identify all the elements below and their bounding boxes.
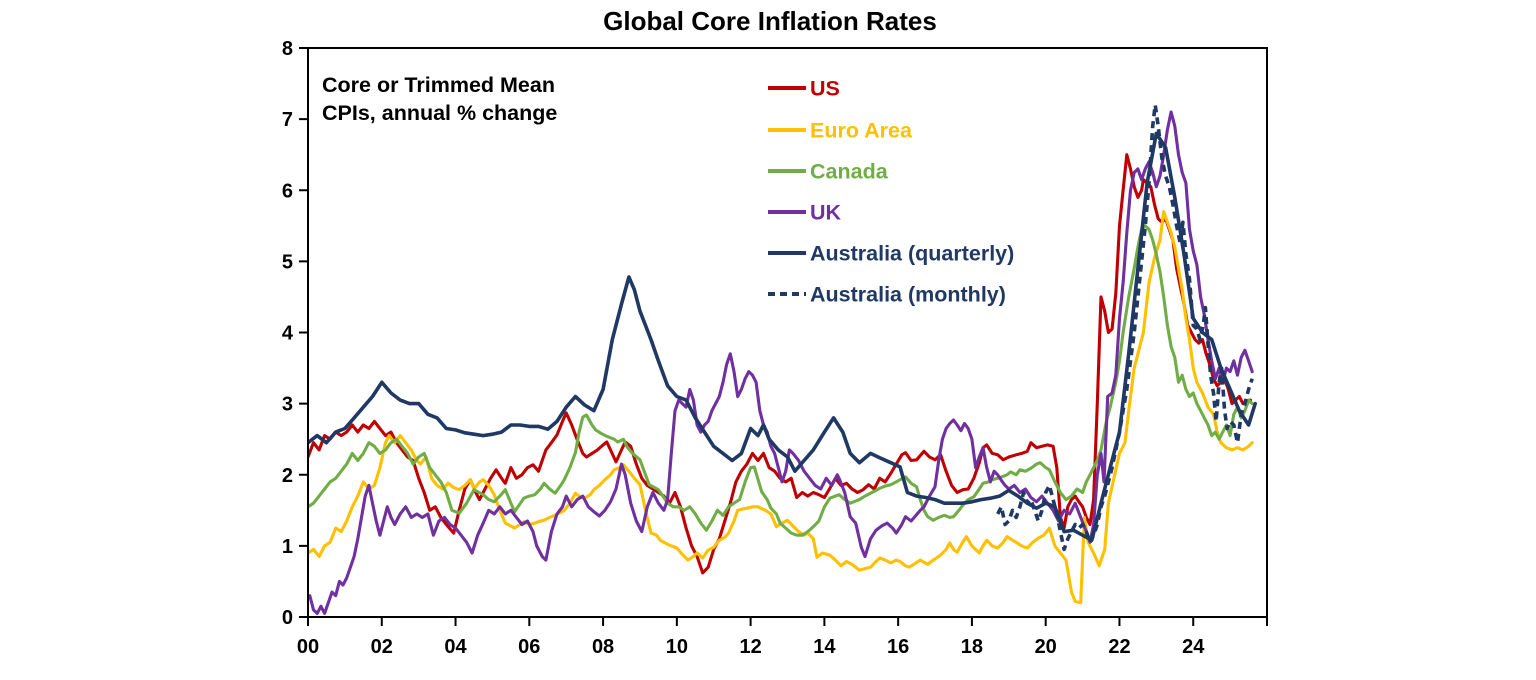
x-axis-tick-label: 02	[371, 636, 393, 658]
x-axis-tick-label: 18	[961, 636, 983, 658]
plot-border	[307, 47, 1268, 618]
x-axis-tick-label: 22	[1108, 636, 1130, 658]
chart-title: Global Core Inflation Rates	[603, 6, 937, 36]
y-axis-tick-label: 5	[282, 251, 293, 273]
x-axis-tick-label: 08	[592, 636, 614, 658]
x-axis-tick-label: 24	[1182, 636, 1205, 658]
y-axis-tick-label: 1	[282, 536, 293, 558]
legend-label: Canada	[810, 160, 889, 184]
y-axis-tick-label: 8	[282, 38, 293, 60]
x-axis-tick-label: 14	[813, 636, 836, 658]
y-axis-tick-label: 7	[282, 109, 293, 131]
x-axis-tick-label: 04	[444, 636, 467, 658]
legend-label: UK	[810, 201, 842, 225]
x-axis-tick-label: 16	[887, 636, 909, 658]
y-axis-tick-label: 0	[282, 607, 293, 629]
series-line-uk	[308, 110, 1254, 615]
legend-label: Euro Area	[810, 119, 913, 143]
legend-label: Australia (quarterly)	[810, 242, 1014, 266]
x-axis-tick-label: 00	[297, 636, 319, 658]
series-layer	[308, 103, 1257, 615]
y-axis-tick-label: 2	[282, 465, 293, 487]
annotation-line-2: CPIs, annual % change	[322, 101, 557, 125]
series-line-canada	[308, 224, 1254, 537]
x-axis-tick-label: 10	[666, 636, 688, 658]
x-axis-tick-label: 06	[518, 636, 540, 658]
series-line-us	[308, 153, 1252, 575]
x-axis-tick-label: 20	[1035, 636, 1057, 658]
y-axis-tick-label: 6	[282, 180, 293, 202]
annotation-line-1: Core or Trimmed Mean	[322, 73, 555, 97]
x-axis-tick-label: 12	[739, 636, 761, 658]
legend-label: Australia (monthly)	[810, 283, 1006, 307]
legend-label: US	[810, 77, 840, 101]
y-axis-tick-label: 3	[282, 394, 293, 416]
legend: US Euro Area Canada UK Australia (quarterly)…	[768, 77, 1014, 307]
series-line-euro-area	[308, 210, 1254, 605]
series-line-australia-monthly	[996, 103, 1254, 552]
y-axis-tick-label: 4	[282, 323, 294, 345]
